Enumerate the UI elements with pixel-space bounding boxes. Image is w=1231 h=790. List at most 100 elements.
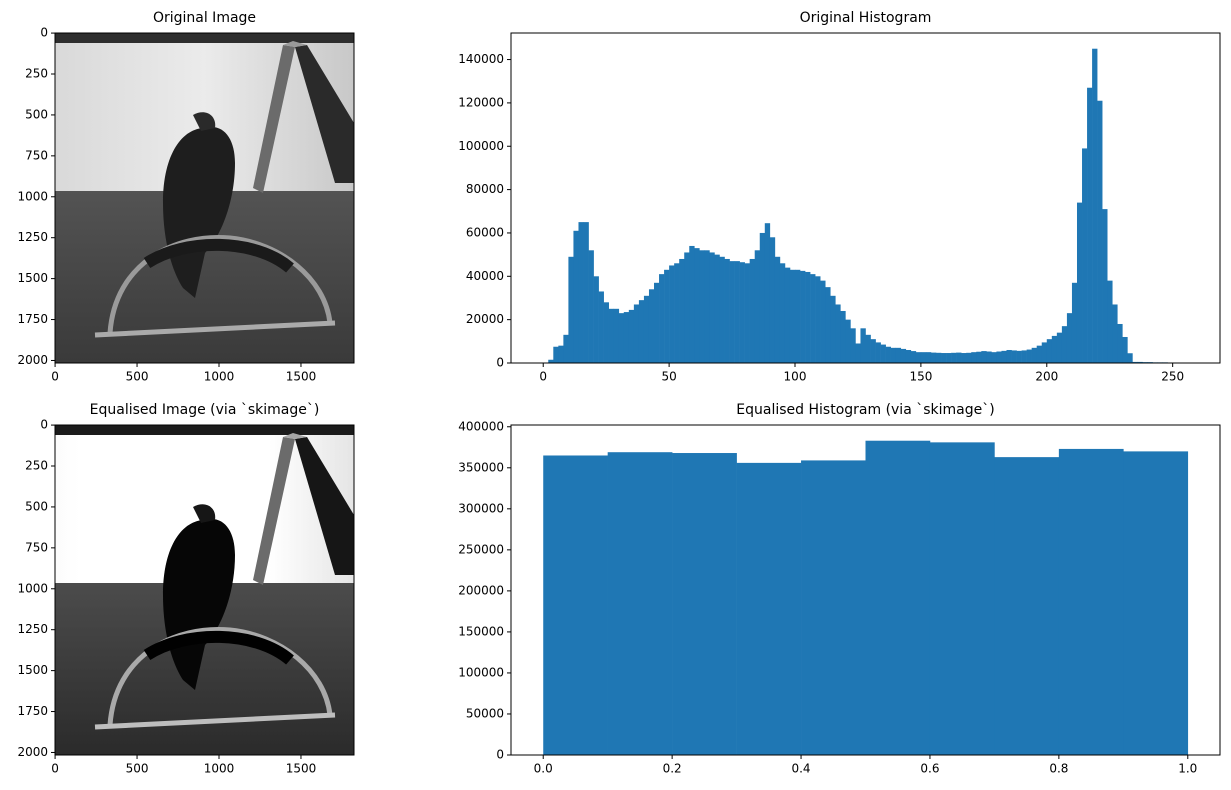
y-tick-label: 400000 xyxy=(458,419,504,433)
bar xyxy=(694,248,700,363)
bar xyxy=(991,352,997,363)
subplot: Original Histogram 0 50 100 150 200 250 0 20000 4… xyxy=(458,10,1221,384)
y-tick-label: 140000 xyxy=(458,52,504,66)
bar xyxy=(890,347,897,363)
y-tick-label: 250000 xyxy=(458,542,504,556)
x-tick-label: 150 xyxy=(909,370,932,384)
bar xyxy=(996,351,1002,363)
bar xyxy=(548,359,554,363)
bar xyxy=(739,262,745,363)
image-content xyxy=(55,425,354,755)
bar xyxy=(805,271,811,363)
x-tick-label: 200 xyxy=(1035,370,1058,384)
y-tick-label: 1500 xyxy=(17,271,48,285)
bar xyxy=(558,345,564,363)
bar xyxy=(905,349,912,363)
subplot: Equalised Histogram (via `skimage`) 0.0 0.… xyxy=(458,402,1221,776)
x-tick-label: 0.4 xyxy=(791,762,810,776)
bar xyxy=(618,313,625,363)
x-tick-label: 250 xyxy=(1161,370,1184,384)
y-tick-label: 300000 xyxy=(458,501,504,515)
bar xyxy=(865,334,871,363)
x-tick-label: 0 xyxy=(51,370,59,384)
subplot-title: Original Image xyxy=(153,10,256,26)
bar xyxy=(1058,448,1124,755)
bar xyxy=(1137,361,1143,363)
bar xyxy=(1082,148,1088,363)
bar xyxy=(628,309,635,363)
bar xyxy=(1056,332,1063,363)
bar xyxy=(910,351,917,363)
bar xyxy=(643,295,650,363)
axes-frame xyxy=(510,32,1221,364)
bar xyxy=(885,346,891,363)
bar xyxy=(925,352,932,363)
y-tick-label: 50000 xyxy=(466,706,504,720)
x-tick-label: 0.6 xyxy=(920,762,939,776)
bar xyxy=(875,342,881,363)
bar xyxy=(764,223,771,363)
bar xyxy=(1132,361,1138,363)
y-tick-label: 1750 xyxy=(17,312,48,326)
bar xyxy=(654,282,660,363)
y-tick-label: 2000 xyxy=(17,353,48,367)
bar xyxy=(774,256,781,363)
bar xyxy=(578,222,584,363)
y-tick-label: 1250 xyxy=(17,622,48,636)
bar xyxy=(607,452,673,755)
bar xyxy=(563,334,569,363)
bar xyxy=(1021,350,1027,363)
bar xyxy=(729,261,735,363)
x-tick-label: 0.8 xyxy=(1049,762,1068,776)
image xyxy=(55,33,354,363)
bar xyxy=(845,319,851,363)
bar xyxy=(961,353,967,363)
bar xyxy=(613,308,620,363)
y-tick-label: 1000 xyxy=(17,189,48,203)
bar xyxy=(1066,313,1073,363)
bar xyxy=(986,351,992,363)
bar xyxy=(981,351,987,363)
y-tick-label: 750 xyxy=(25,148,48,162)
bar xyxy=(865,440,931,755)
bar xyxy=(583,222,589,363)
bar xyxy=(835,304,841,363)
x-tick-label: 500 xyxy=(126,762,149,776)
bar xyxy=(1102,209,1108,363)
bar xyxy=(734,261,740,363)
x-tick-label: 1500 xyxy=(286,370,317,384)
bar xyxy=(704,250,710,363)
bar xyxy=(633,304,640,363)
bar xyxy=(679,258,685,363)
y-tick-label: 1000 xyxy=(17,581,48,595)
axes-frame xyxy=(54,32,355,364)
bar xyxy=(699,250,705,363)
y-tick-label: 0 xyxy=(40,26,48,40)
subplot-title: Equalised Image (via `skimage`) xyxy=(90,402,320,418)
bar xyxy=(815,276,821,363)
y-tick-label: 20000 xyxy=(466,312,504,326)
bar xyxy=(941,353,947,363)
bar xyxy=(1117,323,1123,363)
bar xyxy=(598,291,604,363)
y-tick-label: 250 xyxy=(25,459,48,473)
bar xyxy=(754,250,761,363)
bar xyxy=(588,250,594,363)
image xyxy=(55,425,354,755)
bar xyxy=(860,328,866,363)
bar xyxy=(1107,280,1113,363)
bar xyxy=(929,442,995,755)
subplot-title: Equalised Histogram (via `skimage`) xyxy=(736,402,994,418)
x-tick-label: 0 xyxy=(51,762,59,776)
bar xyxy=(825,287,831,363)
x-tick-label: 500 xyxy=(126,370,149,384)
bar xyxy=(603,302,609,363)
x-tick-label: 0.0 xyxy=(534,762,553,776)
y-tick-label: 0 xyxy=(496,356,504,370)
bar xyxy=(744,263,750,363)
y-tick-label: 750 xyxy=(25,540,48,554)
bar xyxy=(568,256,574,363)
bar xyxy=(736,462,802,755)
